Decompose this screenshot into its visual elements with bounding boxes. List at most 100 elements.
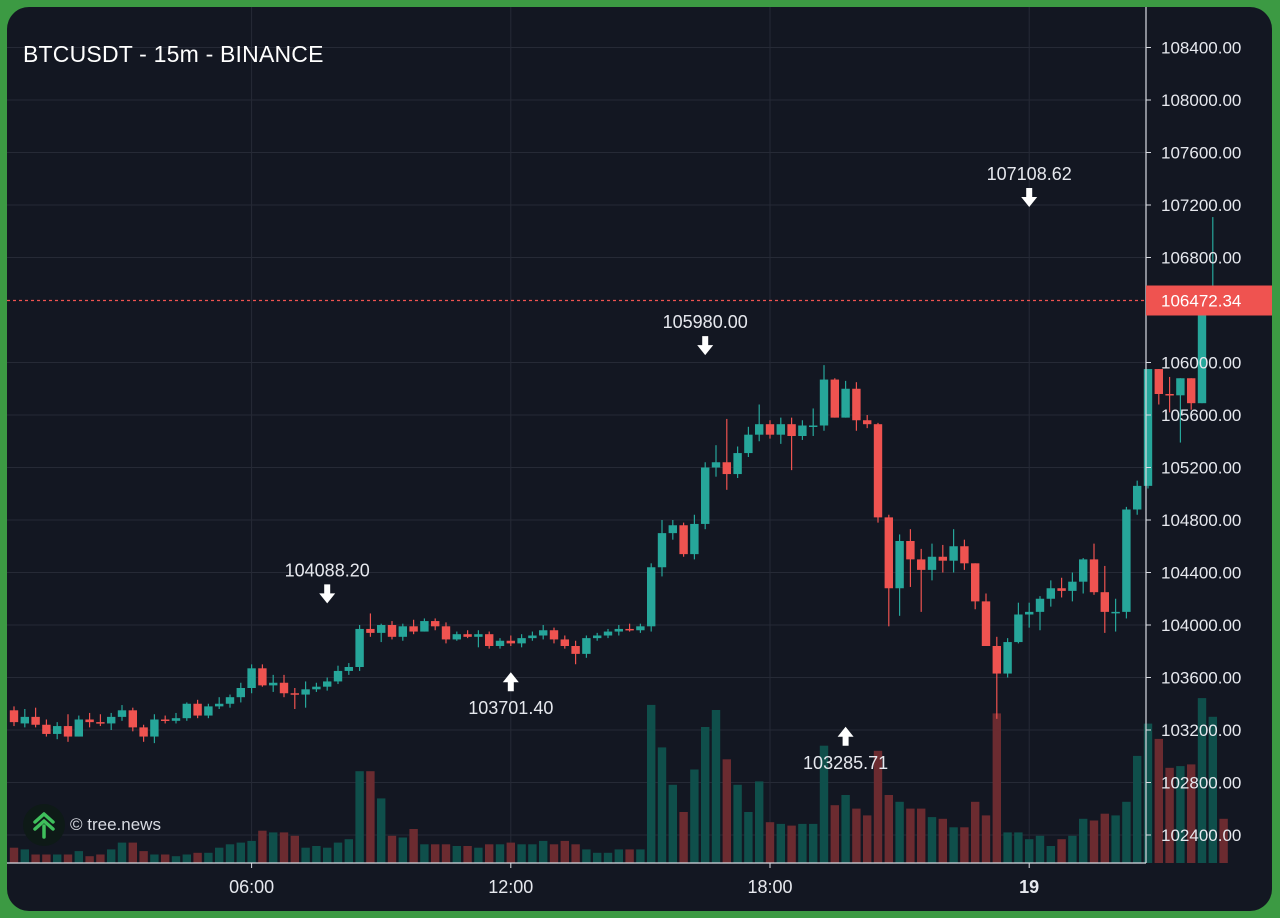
arrow-down-icon: [319, 584, 336, 604]
candle: [107, 712, 116, 730]
candle-body: [387, 625, 397, 637]
candle: [247, 664, 256, 694]
candle-body: [744, 434, 753, 454]
candle: [971, 563, 980, 610]
candle-body: [474, 634, 483, 637]
candle-body: [495, 640, 505, 646]
y-tick-label: 103200.00: [1161, 721, 1241, 740]
candle: [852, 382, 861, 431]
watermark: © tree.news: [23, 804, 161, 846]
candle-body: [420, 621, 429, 632]
candle-body: [787, 424, 796, 436]
candlestick-chart[interactable]: 104088.20 103701.40 105980.00 103285.71 1071…: [7, 7, 1272, 911]
candle-body: [247, 668, 256, 688]
candle-body: [809, 425, 818, 427]
candle: [1100, 565, 1109, 633]
volume-bar: [1089, 820, 1099, 863]
candle: [463, 630, 472, 639]
price-candles: [9, 217, 1228, 744]
y-tick-label: 108000.00: [1161, 91, 1241, 110]
volume-bar: [733, 784, 742, 863]
annotation-high: 104088.20: [285, 560, 370, 604]
candle: [312, 682, 321, 692]
volume-bar: [290, 835, 299, 863]
volume-bar: [744, 812, 753, 863]
candle: [1122, 506, 1131, 619]
candle: [74, 715, 83, 737]
volume-bar: [117, 842, 127, 863]
y-tick-label: 106000.00: [1161, 354, 1241, 373]
candle-body: [657, 533, 667, 568]
y-tick-label: 106800.00: [1161, 249, 1241, 268]
candle-body: [625, 628, 634, 631]
tree-news-logo-icon: [23, 804, 65, 846]
candle-body: [31, 716, 40, 725]
volume-bar: [323, 847, 332, 863]
candle: [614, 625, 623, 636]
candle: [711, 445, 721, 477]
volume-bar: [463, 846, 472, 863]
volume-bar: [506, 842, 515, 863]
volume-bar: [863, 815, 872, 863]
candle-body: [366, 628, 375, 633]
volume-bar: [344, 839, 353, 863]
candle-body: [711, 462, 721, 468]
candle-body: [20, 716, 29, 724]
candle: [647, 563, 656, 632]
volume-bar: [549, 844, 559, 863]
candle: [636, 623, 645, 633]
candle: [1025, 602, 1034, 628]
candle: [193, 699, 202, 719]
volume-bar: [215, 847, 224, 863]
candle: [1154, 369, 1163, 405]
volume-bar: [366, 771, 375, 863]
candle: [830, 378, 839, 418]
volume-bar: [85, 856, 94, 863]
candle: [452, 631, 461, 641]
volume-bar: [873, 750, 883, 863]
volume-bar: [171, 856, 181, 863]
volume-bar: [1208, 716, 1217, 863]
candle: [755, 404, 764, 442]
y-tick-label: 104400.00: [1161, 564, 1241, 583]
volume-bar: [711, 710, 721, 863]
candle: [733, 446, 742, 478]
volume-bar: [420, 844, 429, 863]
candle-body: [981, 601, 991, 646]
volume-bar: [981, 815, 991, 863]
candle: [863, 415, 872, 429]
volume-bar: [1035, 835, 1045, 863]
candle: [938, 544, 947, 573]
candle-body: [722, 462, 731, 475]
candle-body: [1176, 378, 1185, 396]
volume-bar: [1133, 755, 1142, 863]
y-tick-label: 104800.00: [1161, 511, 1241, 530]
candle-body: [117, 710, 127, 717]
candle-body: [949, 546, 958, 561]
candle-body: [74, 719, 83, 737]
candle-body: [1154, 369, 1163, 394]
volume-bar: [1068, 835, 1077, 863]
x-tick-label: 06:00: [229, 877, 274, 897]
candle-body: [927, 556, 937, 570]
volume-bar: [193, 852, 202, 863]
candle-body: [333, 670, 343, 682]
candle: [215, 697, 224, 709]
candle: [236, 682, 245, 703]
y-tick-label: 102400.00: [1161, 826, 1241, 845]
candle-body: [517, 638, 526, 644]
candle-body: [603, 631, 613, 636]
volume-bar: [1014, 832, 1023, 863]
candle-body: [1122, 509, 1131, 612]
volume-bar: [755, 781, 764, 863]
volume-bar: [31, 854, 40, 863]
candle-body: [528, 635, 537, 639]
candle-body: [63, 726, 73, 737]
candle: [279, 674, 289, 698]
candle: [1089, 543, 1099, 595]
candle: [1014, 602, 1023, 644]
candle: [1003, 638, 1012, 678]
candle-body: [1111, 611, 1120, 614]
annotation-label: 105980.00: [663, 312, 748, 332]
candle: [431, 618, 440, 631]
